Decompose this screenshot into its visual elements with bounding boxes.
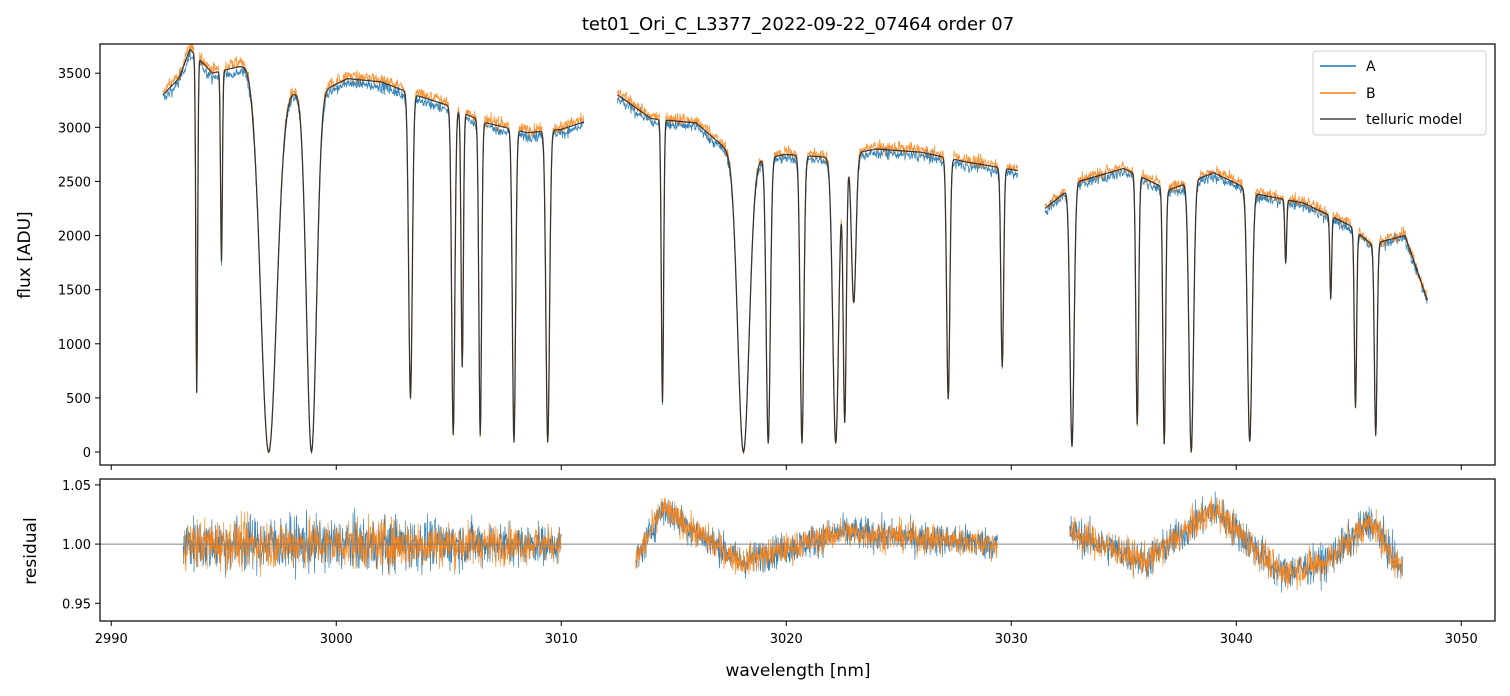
residual-y-axis-label: residual xyxy=(21,517,41,584)
flux-y-tick-label: 2500 xyxy=(58,175,91,190)
residual-x-tick-label: 2990 xyxy=(95,632,128,647)
legend-label-a: A xyxy=(1366,59,1376,75)
series-b-residual-line xyxy=(635,497,998,575)
flux-y-tick-label: 1500 xyxy=(58,284,91,299)
flux-y-tick-label: 2000 xyxy=(58,230,91,245)
series-a-flux-line xyxy=(1044,168,1428,453)
flux-y-ticks: 0 500 1000 1500 2000 2500 3000 3500 xyxy=(58,67,100,461)
residual-series-group xyxy=(100,491,1495,593)
residual-y-tick-label: 1.00 xyxy=(62,538,91,553)
telluric-model-line xyxy=(1044,167,1429,453)
residual-y-tick-label: 1.05 xyxy=(62,479,91,494)
series-a-residual-line xyxy=(1069,491,1403,593)
residual-x-tick-label: 3020 xyxy=(770,632,803,647)
residual-panel-frame xyxy=(99,478,1496,622)
residual-x-ticks: 2990 3000 3010 3020 3030 3040 3050 xyxy=(95,621,1478,647)
series-b-flux-line xyxy=(1044,160,1428,454)
flux-panel-frame xyxy=(99,43,1496,466)
legend-frame xyxy=(1312,50,1487,136)
flux-y-tick-label: 3500 xyxy=(58,67,91,82)
residual-x-tick-label: 3050 xyxy=(1445,632,1478,647)
flux-y-tick-label: 3000 xyxy=(58,121,91,136)
legend-label-model: telluric model xyxy=(1366,112,1462,128)
legend: A B telluric model xyxy=(1312,50,1487,136)
residual-x-tick-label: 3000 xyxy=(320,632,353,647)
residual-y-tick-label: 0.95 xyxy=(62,597,91,612)
telluric-model-line xyxy=(162,48,584,455)
flux-x-ticks xyxy=(110,465,1462,470)
telluric-model-line xyxy=(617,94,1019,454)
residual-x-tick-label: 3010 xyxy=(545,632,578,647)
residual-panel: 0.95 1.00 1.05 2990 3000 3010 3020 3030 3040 305… xyxy=(21,478,1496,681)
flux-y-tick-label: 0 xyxy=(83,446,91,461)
residual-x-tick-label: 3030 xyxy=(995,632,1028,647)
flux-y-tick-label: 500 xyxy=(66,392,91,407)
x-axis-label: wavelength [nm] xyxy=(725,661,870,681)
legend-label-b: B xyxy=(1366,86,1376,102)
residual-y-ticks: 0.95 1.00 1.05 xyxy=(62,479,100,612)
flux-y-axis-label: flux [ADU] xyxy=(15,211,35,298)
chart-title: tet01_Ori_C_L3377_2022-09-22_07464 order… xyxy=(582,14,1014,35)
residual-x-tick-label: 3040 xyxy=(1220,632,1253,647)
flux-y-tick-label: 1000 xyxy=(58,338,91,353)
flux-series-group xyxy=(162,44,1429,455)
